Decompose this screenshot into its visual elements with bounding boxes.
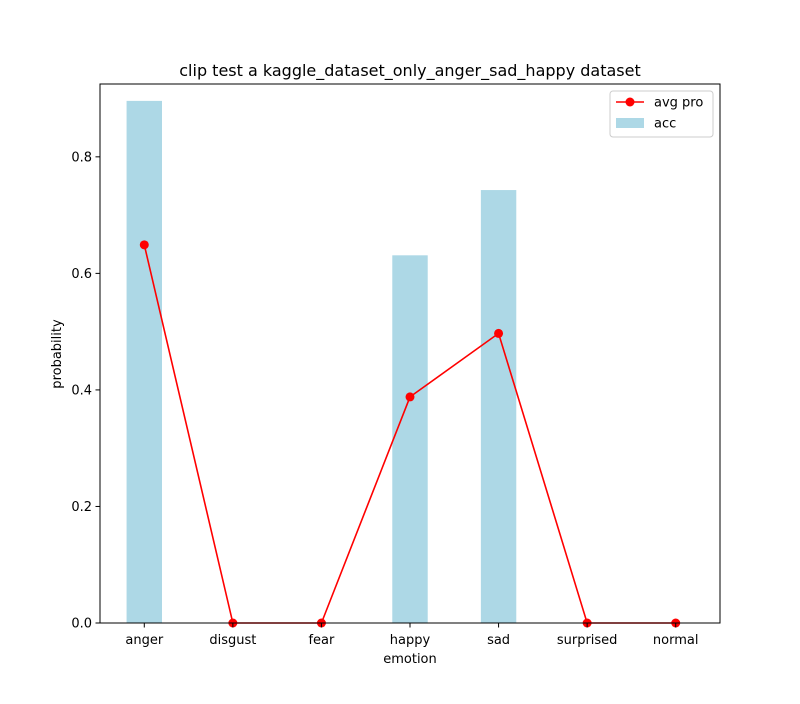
x-tick-label: happy [390, 633, 431, 648]
x-tick-label: normal [653, 633, 699, 648]
x-tick-label: sad [487, 633, 510, 648]
legend-marker-swatch [625, 97, 635, 107]
y-axis: 0.0 0.2 0.4 0.6 0.8 [71, 150, 100, 632]
line-point-anger [139, 240, 149, 250]
x-tick-label: disgust [209, 633, 256, 648]
line-point-sad [494, 328, 504, 338]
y-axis-label: probability [50, 319, 65, 389]
line-point-happy [405, 392, 415, 402]
bar-acc-anger [126, 100, 162, 623]
x-tick-label: fear [308, 633, 335, 648]
x-tick-label: anger [125, 633, 163, 648]
legend-label: avg pro [654, 96, 703, 111]
bar-acc-sad [480, 190, 517, 624]
chart-title: clip test a kaggle_dataset_only_anger_sa… [179, 61, 640, 81]
y-tick-label: 0.4 [71, 383, 92, 398]
legend-bar-swatch [616, 118, 644, 128]
bar-acc-happy [392, 255, 428, 624]
x-axis: anger disgust fear happy sad surprised normal [125, 623, 698, 648]
legend: avg pro acc [609, 90, 714, 138]
y-tick-label: 0.6 [71, 267, 92, 282]
x-tick-label: surprised [557, 633, 618, 648]
y-tick-label: 0.8 [71, 150, 92, 165]
plot-area [126, 100, 681, 628]
y-tick-label: 0.2 [71, 500, 92, 515]
x-axis-label: emotion [383, 652, 437, 667]
legend-label: acc [654, 117, 676, 132]
y-tick-label: 0.0 [71, 617, 92, 632]
